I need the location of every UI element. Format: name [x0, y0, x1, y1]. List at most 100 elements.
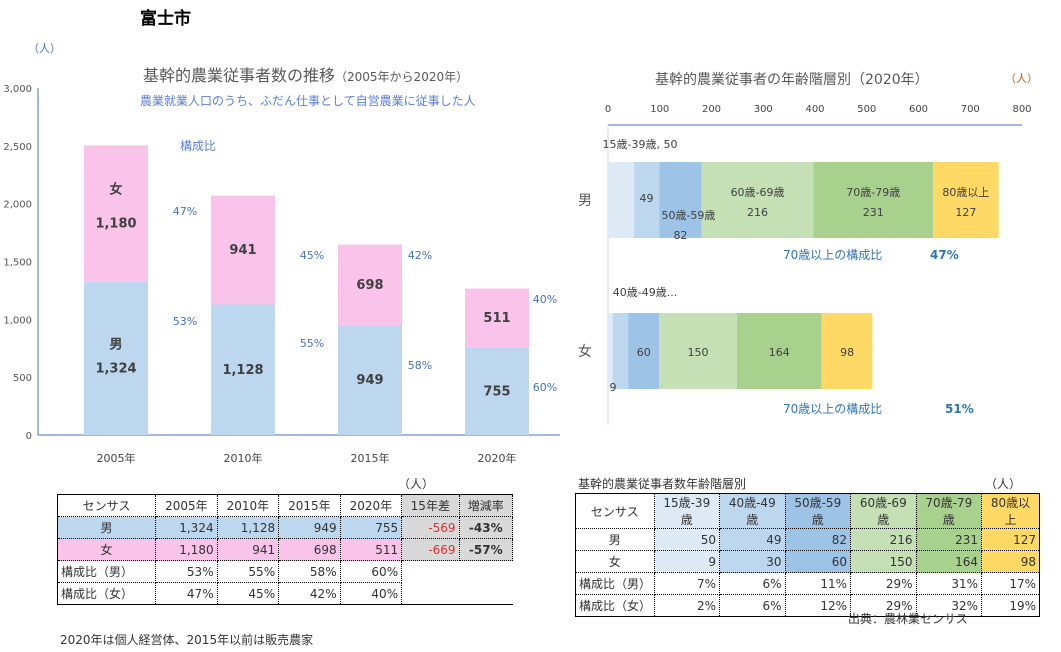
table-cell: 17%	[981, 572, 1040, 595]
table-cell: 82	[784, 528, 852, 551]
x-tick-label: 500	[857, 104, 876, 115]
y-tick-label: 0	[26, 431, 32, 442]
table2-source: 出典：農林業センサス	[848, 612, 968, 626]
bar-segment-2	[659, 162, 702, 238]
table-cell: 127	[981, 528, 1040, 551]
data-label: 70歳-79歳	[846, 186, 900, 199]
left-chart: 0 500 1,000 1,500 2,000 2,500 3,000 男 女 1,324 1,18…	[3, 84, 560, 465]
table-cell: 19%	[981, 594, 1040, 617]
header-cell: 2005年	[155, 494, 218, 517]
table-cell: -43%	[458, 516, 514, 539]
table2-unit: （人）	[985, 477, 1022, 491]
table-cell: 216	[850, 528, 917, 551]
x-tick-label: 800	[1012, 104, 1031, 115]
header-cell: 40歳-49歳	[719, 493, 786, 529]
data-label: 127	[955, 206, 976, 219]
data-label: 49	[640, 192, 654, 205]
table-cell: -57%	[458, 538, 514, 561]
table-cell: 6%	[719, 594, 786, 617]
x-tick-label: 2015年	[351, 451, 390, 465]
table-cell: 755	[339, 516, 403, 539]
y-tick-label: 500	[13, 373, 32, 384]
over70-value-male: 47%	[930, 248, 959, 262]
x-tick-label: 2005年	[97, 451, 136, 465]
header-cell: 60歳-69歳	[850, 493, 917, 529]
table-cell: 9	[653, 550, 721, 573]
data-label: 50歳-59歳	[661, 209, 715, 222]
table1-note: 2020年は個人経営体、2015年以前は販売農家	[60, 633, 314, 647]
table-row: 女 9 30 60 150 164 98	[575, 550, 1040, 573]
ratio-male: 60%	[533, 381, 557, 394]
table-cell: 698	[278, 538, 341, 561]
bar-segment-4	[736, 313, 822, 389]
bar-segment-1	[633, 162, 660, 238]
bar-female	[84, 145, 148, 282]
category-label: 男	[578, 193, 592, 209]
bar-segment-0	[608, 162, 634, 238]
table-cell: 53%	[155, 560, 218, 583]
age-table: センサス 15歳-39歳 40歳-49歳 50歳-59歳 60歳-69歳 70歳-79歳 8…	[575, 493, 1040, 617]
y-tick-label: 1,500	[3, 258, 32, 269]
bar-value-female: 1,180	[95, 217, 136, 232]
table-row: 構成比（女） 2% 6% 12% 29% 32% 19%	[575, 594, 1040, 617]
over70-label-male: 70歳以上の構成比	[783, 248, 882, 262]
y-tick-label: 3,000	[3, 84, 32, 95]
table-cell: 構成比（女）	[56, 582, 157, 605]
bar-value-female: 511	[483, 311, 510, 326]
data-label: 164	[769, 346, 790, 359]
table-cell: 40%	[339, 582, 403, 605]
table-cell: 女	[56, 538, 157, 561]
table-cell: 150	[850, 550, 917, 573]
table-cell: 1,324	[155, 516, 218, 539]
y-tick-label: 2,000	[3, 200, 32, 211]
right-chart-unit: （人）	[1005, 72, 1038, 85]
ratio-male: 58%	[408, 359, 432, 372]
table-cell: 42%	[278, 582, 341, 605]
header-cell: 15年差	[401, 494, 460, 517]
table1-unit: （人）	[398, 477, 435, 491]
x-tick-label: 700	[961, 104, 980, 115]
left-chart-unit: （人）	[28, 42, 61, 55]
table-row: 構成比（女） 47% 45% 42% 40%	[56, 582, 513, 605]
table2-title: 基幹的農業従事者数年齢階層別	[578, 477, 747, 491]
header-cell: 増減率	[458, 494, 514, 517]
x-tick-label: 400	[805, 104, 824, 115]
bar-segment-5	[932, 162, 999, 238]
table-cell: 98	[981, 550, 1040, 573]
x-tick-label: 0	[605, 104, 611, 115]
bar-series-name: 女	[109, 182, 122, 198]
table-cell: 7%	[653, 572, 721, 595]
ratio-female: 45%	[300, 249, 324, 262]
bar-value-female: 941	[229, 243, 256, 258]
data-label: 60歳-69歳	[731, 186, 785, 199]
data-label: 15歳-39歳, 50	[603, 138, 678, 151]
header-cell: センサス	[56, 494, 157, 517]
x-tick-label: 100	[650, 104, 669, 115]
data-label: 82	[673, 229, 687, 242]
x-tick-label: 600	[909, 104, 928, 115]
table-header: センサス 2005年 2010年 2015年 2020年 15年差 増減率	[56, 494, 514, 517]
left-chart-title-main: 基幹的農業従事者数の推移	[143, 66, 336, 85]
ratio-female: 40%	[533, 293, 557, 306]
bar-male	[465, 347, 529, 435]
bar-series-name: 男	[109, 337, 122, 352]
table-cell: 男	[575, 528, 655, 551]
data-label: 60	[637, 346, 651, 359]
ratio-female: 47%	[173, 205, 197, 218]
bar-value-male: 1,324	[95, 361, 136, 376]
table-cell: 55%	[216, 560, 280, 583]
table-cell: 58%	[278, 560, 341, 583]
table-cell: 50	[653, 528, 721, 551]
y-tick-label: 1,000	[3, 315, 32, 326]
bar-value-female: 698	[356, 278, 383, 293]
table-cell: 11%	[784, 572, 852, 595]
header-cell: センサス	[575, 493, 655, 529]
y-tick-label: 2,500	[3, 142, 32, 153]
table-row: 男 50 49 82 216 231 127	[575, 528, 1040, 551]
right-chart-title: 基幹的農業従事者の年齢階層別（2020年）	[655, 72, 929, 88]
table-cell: 45%	[216, 582, 280, 605]
table-cell: 49	[719, 528, 786, 551]
table-cell: 構成比（男）	[56, 560, 157, 583]
bar-male	[84, 281, 148, 435]
